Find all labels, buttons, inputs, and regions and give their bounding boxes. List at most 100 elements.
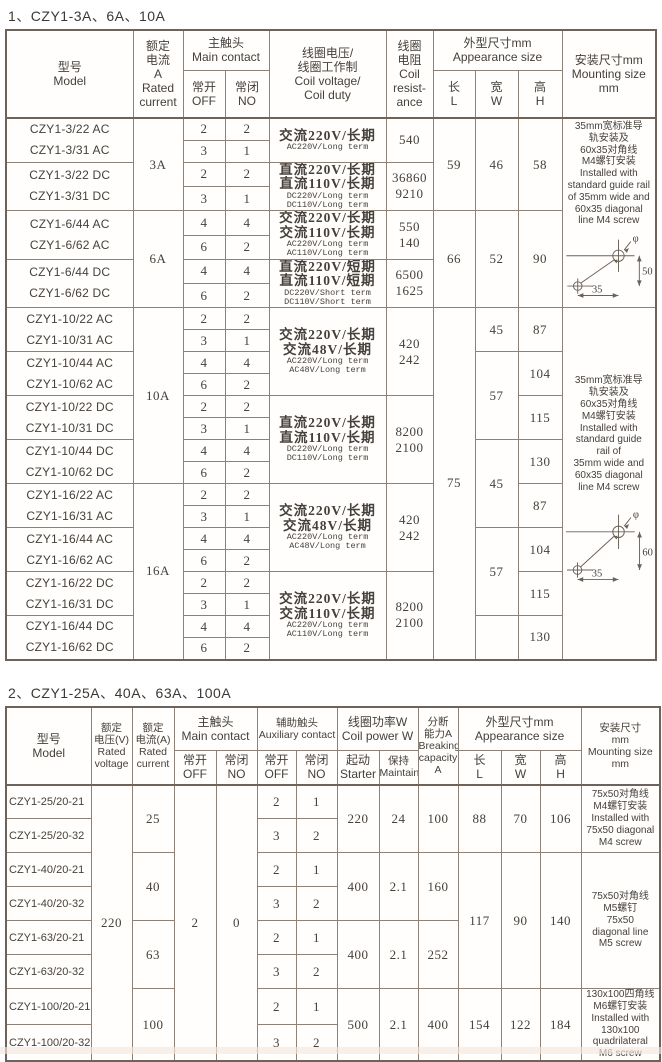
model-cell: CZY1-3/22 DC CZY1-3/31 DC — [5, 161, 134, 212]
main-off-cell: 2 — [173, 783, 217, 1062]
aux-no-cell: 1 — [295, 783, 338, 820]
horizontal-dim-label: 35 — [592, 285, 602, 296]
aux-no-cell: 2 — [295, 954, 338, 990]
aux-no-cell: 1 — [295, 988, 338, 1026]
off-cell: 3 — [182, 505, 226, 529]
coil-voltage-cell: 交流220V/长期 AC220V/Long term — [268, 117, 387, 163]
rated-voltage-cell: 220 — [90, 783, 133, 1062]
col-header-coil-resistance: 线圈 电阻 Coil resist- ance — [385, 29, 434, 119]
col-header-length: 长 L — [432, 69, 476, 119]
dim-w-cell: 45 — [474, 307, 519, 353]
off-cell: 4 — [182, 351, 226, 375]
no-cell: 2 — [224, 283, 270, 309]
model-cell: CZY1-25/20-21 — [5, 783, 92, 820]
rated-current-cell: 40 — [131, 852, 175, 922]
dim-h-cell: 115 — [517, 395, 563, 441]
dim-l-cell: 88 — [457, 783, 502, 854]
off-cell: 3 — [182, 139, 226, 163]
mounting-instructions: 35mm宽标准导 轨安装及 60x35对角线 M4螺钉安装 Installed … — [573, 375, 645, 493]
breaking-capacity-cell: 252 — [417, 920, 459, 990]
off-cell: 4 — [182, 439, 226, 463]
model-cell: CZY1-10/22 AC CZY1-10/31 AC — [5, 307, 134, 353]
coil-resistance-cell: 6500 1625 — [385, 258, 434, 309]
aux-no-cell: 1 — [295, 852, 338, 888]
section-title-2: 2、CZY1-25A、40A、63A、100A — [8, 684, 232, 701]
off-cell: 2 — [182, 307, 226, 331]
model-cell: CZY1-40/20-32 — [5, 886, 92, 922]
breaking-capacity-cell: 160 — [417, 852, 459, 922]
col-header-aux-off: 常开 OFF — [256, 750, 297, 786]
breaking-capacity-cell: 100 — [417, 783, 459, 854]
mounting-cell: 75x50对角线 M5螺钉 75x50 diagonal line M5 scr… — [580, 852, 661, 990]
col-header-width: 宽 W — [474, 69, 519, 119]
coil-voltage-zh: 交流220V/长期 — [279, 127, 376, 143]
no-cell: 2 — [224, 234, 270, 260]
off-cell: 2 — [182, 483, 226, 507]
col-header-starter: 起动 Starter — [336, 750, 380, 786]
vertical-dim-label: 60 — [642, 548, 653, 559]
col-header-coil-power: 线圈功率W Coil power W — [336, 706, 419, 752]
no-cell: 2 — [224, 161, 270, 188]
no-cell: 2 — [224, 637, 270, 661]
model-cell: CZY1-25/20-32 — [5, 818, 92, 854]
coil-voltage-zh: 直流220V/长期 直流110V/长期 — [279, 162, 376, 192]
col-header-appearance-size: 外型尺寸mm Appearance size — [457, 706, 582, 752]
aux-no-cell: 2 — [295, 818, 338, 854]
col-header-breaking-capacity: 分断 能力A Breaking capacity A — [417, 706, 459, 786]
rated-current-cell: 6A — [132, 210, 184, 309]
model-cell: CZY1-10/22 DC CZY1-10/31 DC — [5, 395, 134, 441]
no-cell: 4 — [224, 210, 270, 236]
model-cell: CZY1-100/20-32 — [5, 1024, 92, 1062]
dim-h-cell: 140 — [539, 852, 582, 990]
spec-table-small-models: 型号 Model 额定 电流 A Rated current 主触头 Main … — [5, 29, 658, 661]
off-cell: 4 — [182, 210, 226, 236]
col-header-width: 宽 W — [500, 750, 541, 786]
off-cell: 3 — [182, 186, 226, 212]
rated-current-cell: 3A — [132, 117, 184, 212]
page-bottom-scan-edge — [0, 1047, 662, 1054]
aux-no-cell: 2 — [295, 1024, 338, 1062]
dim-w-cell: 70 — [500, 783, 541, 854]
aux-no-cell: 2 — [295, 886, 338, 922]
dim-w-cell — [474, 615, 519, 661]
aux-off-cell: 3 — [256, 818, 297, 854]
section-title-1: 1、CZY1-3A、6A、10A — [8, 8, 166, 24]
dim-h-cell: 106 — [539, 783, 582, 854]
off-cell: 4 — [182, 527, 226, 551]
col-header-appearance-size: 外型尺寸mm Appearance size — [432, 29, 563, 71]
model-cell: CZY1-16/44 DC CZY1-16/62 DC — [5, 615, 134, 661]
dim-l-cell: 66 — [432, 210, 476, 309]
dim-l-cell: 117 — [457, 852, 502, 990]
off-cell: 4 — [182, 615, 226, 639]
main-no-cell: 0 — [215, 783, 258, 1062]
model-cell: CZY1-40/20-21 — [5, 852, 92, 888]
col-header-rated-voltage: 额定 电压(V) Rated voltage — [90, 706, 133, 786]
no-cell: 4 — [224, 351, 270, 375]
no-cell: 2 — [224, 117, 270, 141]
coil-voltage-cell: 交流220V/长期 交流48V/长期 AC220V/Long term AC48… — [268, 307, 387, 397]
model-cell: CZY1-3/22 AC CZY1-3/31 AC — [5, 117, 134, 163]
coil-voltage-cell: 直流220V/长期 直流110V/长期 DC220V/Long term DC1… — [268, 161, 387, 212]
starter-power-cell: 220 — [336, 783, 380, 854]
coil-voltage-cell: 交流220V/长期 交流48V/长期 AC220V/Long term AC48… — [268, 483, 387, 573]
no-cell: 4 — [224, 527, 270, 551]
dim-l-cell: 75 — [432, 307, 476, 661]
no-cell: 4 — [224, 258, 270, 285]
no-cell: 1 — [224, 593, 270, 617]
rated-current-cell: 25 — [131, 783, 175, 854]
mounting-diagram: φ 60 35 — [565, 510, 653, 583]
model-cell: CZY1-10/44 AC CZY1-10/62 AC — [5, 351, 134, 397]
coil-voltage-en: AC220V/Long term AC110V/Long term — [286, 239, 369, 259]
col-header-no: 常闭 NO — [224, 69, 270, 119]
dim-h-cell: 130 — [517, 439, 563, 485]
col-header-coil-voltage: 线圈电压/ 线圈工作制 Coil voltage/ Coil duty — [268, 29, 387, 119]
no-cell: 1 — [224, 186, 270, 212]
rated-current-cell: 10A — [132, 307, 184, 485]
model-cell: CZY1-100/20-21 — [5, 988, 92, 1026]
dim-h-cell: 58 — [517, 117, 563, 212]
off-cell: 6 — [182, 373, 226, 397]
col-header-main-off: 常开 OFF — [173, 750, 217, 786]
off-cell: 3 — [182, 329, 226, 353]
aux-off-cell: 3 — [256, 1024, 297, 1062]
